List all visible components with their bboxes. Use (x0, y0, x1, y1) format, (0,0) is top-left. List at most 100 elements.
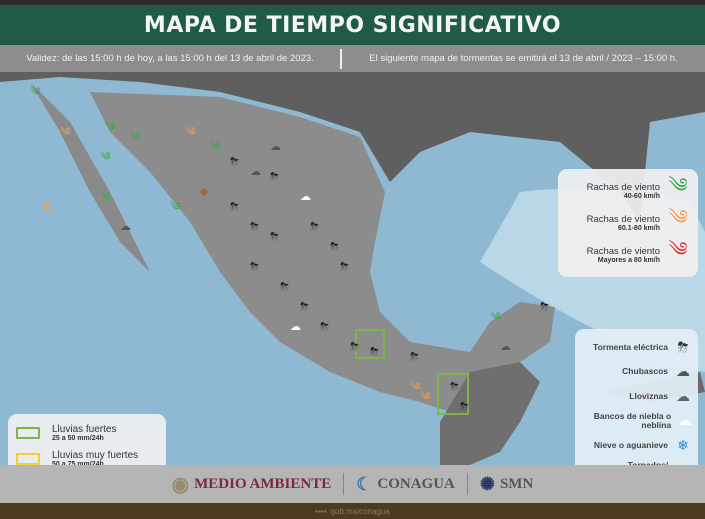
map-weather-icon: ༄ (100, 151, 111, 163)
legend-label: Nieve o aguanieve (593, 439, 668, 450)
symbol-legend-item: Chubascos ☁ (581, 360, 692, 385)
legend-text: Rachas de viento 40-60 km/h (587, 182, 660, 200)
legend-label: Lluvias muy fuertes (52, 450, 139, 461)
map-weather-icon: ⛈ (280, 281, 289, 293)
symbol-legend-item: Bancos de niebla o neblina ☁ (581, 409, 692, 434)
tornado-icon: ▼ (674, 462, 692, 465)
thunderstorm-icon: ⛈ (677, 338, 689, 355)
usa-land (0, 72, 705, 222)
symbol-legend-item: Nieve o aguanieve ❄ (581, 433, 692, 458)
map-weather-icon: ⛈ (330, 241, 339, 253)
wind-icon: ༄ (668, 207, 688, 229)
map-weather-icon: ༄ (420, 391, 431, 403)
legend-label: Rachas de viento (586, 246, 660, 257)
map-weather-icon: ༄ (130, 131, 141, 143)
fog-icon: ☁ (677, 412, 692, 429)
rain-legend: Lluvias fuertes 25 a 50 mm/24h Lluvias muy… (8, 414, 166, 465)
map-weather-icon: ☁ (290, 321, 301, 333)
symbol-legend-item: Tormenta eléctrica ⛈ (581, 335, 692, 360)
map-weather-icon: ⛈ (310, 221, 319, 233)
showers-icon: ☁ (676, 363, 690, 380)
map-weather-icon: ⛈ (340, 261, 349, 273)
map-weather-icon: ⛈ (270, 171, 279, 183)
logo-text: MEDIO AMBIENTE (194, 475, 332, 492)
rain-area-strong (355, 329, 385, 359)
top-strip (0, 0, 705, 5)
wind-legend-item: Rachas de viento 40-60 km/h ༄ (566, 175, 690, 207)
drizzle-icon: ☁ (676, 387, 690, 404)
subheader: Validez: de las 15:00 h de hoy, a las 15… (0, 45, 705, 72)
footer-url[interactable]: gob.mx/conagua (330, 506, 390, 516)
map-weather-icon: ༄ (410, 381, 421, 393)
map-weather-icon: ⛈ (300, 301, 309, 313)
symbol-legend-item: Tornados/ Torbellinos ▼ (581, 458, 692, 465)
bottom-bar: ▪▪▪▪ gob.mx/conagua (0, 503, 705, 519)
map-weather-icon: ⛈ (460, 401, 469, 413)
legend-label: Rachas de viento (586, 214, 660, 225)
legend-range: 25 a 50 mm/24h (52, 435, 104, 442)
map-weather-icon: ⛈ (350, 341, 359, 353)
legend-text: Lluvias fuertes 25 a 50 mm/24h (52, 424, 116, 442)
legend-range: 60.1-80 km/h (617, 225, 660, 232)
header: MAPA DE TIEMPO SIGNIFICATIVO (0, 5, 705, 45)
map-weather-icon: ☁ (250, 166, 261, 178)
baja-california (30, 82, 150, 272)
map-weather-icon: ☁ (300, 191, 311, 203)
medio-ambiente-logo: ◉ MEDIO AMBIENTE (171, 473, 332, 496)
map-base (0, 72, 705, 465)
legend-label: Bancos de niebla o neblina (593, 410, 672, 430)
legend-label: Chubascos (622, 366, 668, 377)
symbol-legend-item: Lloviznas ☁ (581, 384, 692, 409)
legend-label: Lluvias fuertes (52, 424, 117, 435)
legend-label: Tormenta eléctrica (593, 341, 668, 352)
map-weather-icon: ༄ (40, 201, 51, 213)
map-weather-icon: ⛈ (250, 221, 259, 233)
wind-legend-item: Rachas de viento Mayores a 80 km/h ༄ (566, 239, 690, 271)
map-weather-icon: ⛈ (370, 346, 379, 358)
map-weather-icon: ༄ (105, 121, 116, 133)
legend-text: Rachas de viento 60.1-80 km/h (587, 214, 660, 232)
legend-label: Tornados/ Torbellinos (627, 459, 669, 465)
weather-map: ༄ ༄ ༄ ༄ ༄ ༄ ⛈ ☁ ⛈ ☁ ⛈ ⛈ ⛈ ⛈ ⛈ ⛈ ⛈ ⛈ ⛈ ⛈ ⛈ ⛈ ⛈ ⛈ ⛈ ⛈ ༄ ༄ ☁ ☁ ☁ ༄ ༄ ◆ ༄ ༄ ༄ ☁ L… (0, 72, 705, 465)
rain-legend-item: Lluvias muy fuertes 50 a 75 mm/24h (16, 446, 158, 465)
map-weather-icon: ༄ (100, 191, 111, 203)
central-america-land (440, 362, 540, 465)
logo-text: CONAGUA (377, 475, 455, 492)
symbol-legend: Tormenta eléctrica ⛈ Chubascos ☁ Lloviznas ☁ B… (575, 329, 698, 465)
map-weather-icon: ☁ (500, 341, 511, 353)
legend-range: Mayores a 80 km/h (597, 257, 660, 264)
map-weather-icon: ⛈ (540, 301, 549, 313)
map-weather-icon: ☁ (270, 141, 281, 153)
map-weather-icon: ༄ (170, 201, 181, 213)
map-weather-icon: ⛈ (230, 156, 239, 168)
map-weather-icon: ⛈ (410, 351, 419, 363)
map-weather-icon: ⛈ (450, 381, 459, 393)
conagua-logo: ☾ CONAGUA (356, 473, 455, 494)
mexico-land (90, 92, 555, 412)
map-weather-icon: ༄ (210, 141, 221, 153)
legend-label: Rachas de viento (586, 182, 660, 193)
map-weather-icon: ⛈ (320, 321, 329, 333)
page-title: MAPA DE TIEMPO SIGNIFICATIVO (143, 12, 562, 38)
wind-icon: ༄ (668, 239, 688, 261)
color-swatch (16, 453, 40, 465)
legend-text: Rachas de viento Mayores a 80 km/h (587, 246, 660, 264)
rain-legend-item: Lluvias fuertes 25 a 50 mm/24h (16, 420, 158, 446)
map-weather-icon: ◆ (200, 186, 209, 198)
map-weather-icon: ⛈ (270, 231, 279, 243)
legend-label: Lloviznas (629, 390, 668, 401)
divider (343, 473, 345, 495)
validity-text: Validez: de las 15:00 h de hoy, a las 15… (26, 53, 314, 64)
logo-text: SMN (499, 475, 534, 492)
wind-legend-item: Rachas de viento 60.1-80 km/h ༄ (566, 207, 690, 239)
map-weather-icon: ⛈ (230, 201, 239, 213)
divider (340, 48, 342, 69)
smn-logo: ✺ SMN (479, 473, 534, 494)
map-weather-icon: ⛈ (250, 261, 259, 273)
legend-range: 50 a 75 mm/24h (52, 461, 104, 465)
rain-area-strong (437, 373, 469, 415)
footer-logos: ◉ MEDIO AMBIENTE ☾ CONAGUA ✺ SMN (0, 465, 705, 503)
map-weather-icon: ༄ (60, 126, 71, 138)
wind-icon: ༄ (668, 175, 688, 197)
next-map-text: El siguiente mapa de tormentas se emitir… (369, 53, 678, 64)
